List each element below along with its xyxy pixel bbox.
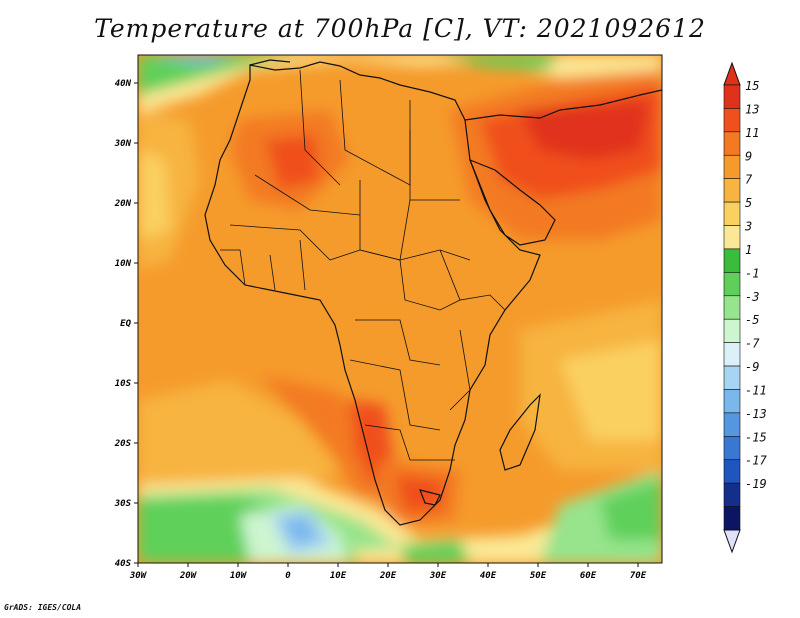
colorbar-swatch <box>723 248 741 273</box>
lat-tick-label: 10N <box>115 259 132 269</box>
colorbar-swatch <box>723 389 741 414</box>
longitude-axis: 30W 20W 10W 0 10E 20E 30E 40E 50E 60E 70E <box>129 563 647 581</box>
colorbar-swatch <box>723 108 741 133</box>
colorbar-swatch <box>723 365 741 390</box>
colorbar-label: 9 <box>745 149 752 163</box>
colorbar-swatch <box>723 436 741 461</box>
lon-tick-label: 20E <box>379 571 397 581</box>
colorbar-label: -13 <box>745 407 767 421</box>
colorbar-label: -19 <box>745 477 767 491</box>
lat-tick-label: 20N <box>114 199 132 209</box>
colorbar-upper-arrow <box>723 61 741 86</box>
colorbar-swatch <box>723 225 741 250</box>
lon-tick-label: 30E <box>429 571 447 581</box>
colorbar-label: 5 <box>745 196 752 210</box>
lat-tick-label: 10S <box>115 379 132 389</box>
colorbar-swatch <box>723 84 741 109</box>
lon-tick-label: 10W <box>230 571 248 581</box>
chart-title: Temperature at 700hPa [C], VT: 202109261… <box>94 14 706 43</box>
colorbar-label: -17 <box>745 454 767 468</box>
lon-tick-label: 60E <box>580 571 597 581</box>
colorbar: 15 13 11 9 7 5 3 1 -1 -3 -5 -7 -9 -11 -13 -15 -17 -19 <box>723 61 767 554</box>
colorbar-swatch <box>723 342 741 367</box>
colorbar-label: -11 <box>745 383 767 397</box>
colorbar-label: -3 <box>745 290 759 304</box>
lat-tick-label: EQ <box>120 319 131 329</box>
lon-tick-label: 70E <box>630 571 647 581</box>
grads-credit: GrADS: IGES/COLA <box>4 603 82 612</box>
lat-tick-label: 40S <box>115 559 132 569</box>
lat-tick-label: 20S <box>114 439 132 449</box>
temperature-field <box>138 55 662 563</box>
colorbar-label: -5 <box>745 313 759 327</box>
lat-tick-label: 30S <box>114 499 132 509</box>
coastlines <box>204 59 662 526</box>
colorbar-swatch <box>723 459 741 484</box>
latitude-axis: 40N 30N 20N 10N EQ 10S 20S 30S 40S <box>114 79 138 569</box>
colorbar-swatch <box>723 131 741 156</box>
colorbar-swatch <box>723 412 741 437</box>
colorbar-swatch <box>723 154 741 179</box>
lat-tick-label: 30N <box>114 139 132 149</box>
lon-tick-label: 0 <box>285 571 291 581</box>
colorbar-label: -9 <box>745 360 759 374</box>
colorbar-swatch <box>723 295 741 320</box>
lat-tick-label: 40N <box>115 79 132 89</box>
colorbar-label: -7 <box>745 337 760 351</box>
colorbar-swatch <box>723 178 741 203</box>
colorbar-swatch <box>723 201 741 226</box>
country-borders <box>220 69 506 461</box>
colorbar-label: 3 <box>744 220 752 234</box>
lon-tick-label: 40E <box>480 571 497 581</box>
lon-tick-label: 20W <box>179 571 198 581</box>
colorbar-label: 13 <box>745 102 759 116</box>
lon-tick-label: 50E <box>530 571 547 581</box>
colorbar-swatch <box>723 506 741 531</box>
lon-tick-label: 30W <box>129 571 148 581</box>
colorbar-label: 15 <box>745 79 759 93</box>
colorbar-label: 7 <box>745 173 753 187</box>
colorbar-swatch <box>723 482 741 507</box>
colorbar-swatch <box>723 318 741 343</box>
colorbar-swatch <box>723 272 741 297</box>
colorbar-label: -15 <box>745 430 767 444</box>
colorbar-label: -1 <box>745 266 759 280</box>
colorbar-lower-arrow <box>723 529 741 554</box>
lon-tick-label: 10E <box>330 571 347 581</box>
colorbar-label: 11 <box>745 126 759 140</box>
colorbar-label: 1 <box>745 243 752 257</box>
map-frame <box>137 54 663 564</box>
